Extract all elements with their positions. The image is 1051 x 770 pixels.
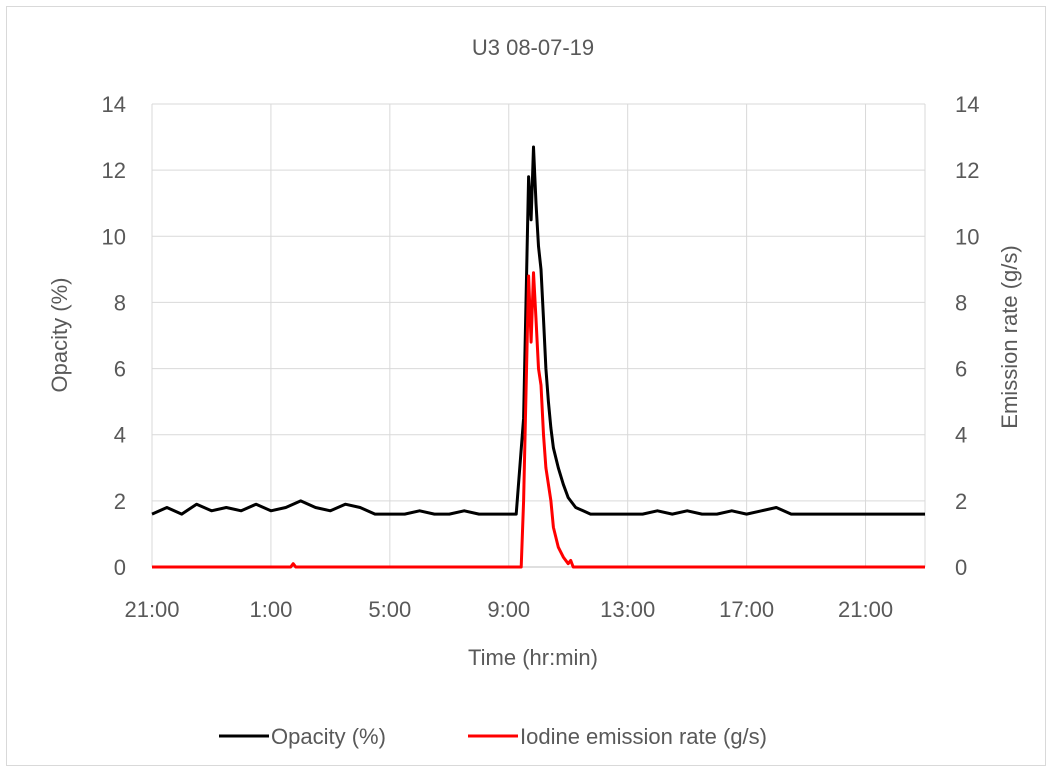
x-tick-label: 17:00	[719, 597, 774, 622]
x-axis-ticks: 21:00 1:00 5:00 9:00 13:00 17:00 21:00	[124, 597, 893, 622]
gridlines	[151, 103, 926, 568]
y-tick-label: 10	[102, 224, 126, 249]
legend-label-iodine: Iodine emission rate (g/s)	[520, 724, 767, 749]
left-axis-ticks: 0 2 4 6 8 10 12 14	[102, 92, 126, 580]
legend: Opacity (%) Iodine emission rate (g/s)	[219, 724, 767, 749]
y-tick-label: 14	[102, 92, 126, 117]
y2-axis-title: Emission rate (g/s)	[997, 245, 1022, 428]
chart-svg: 0 2 4 6 8 10 12 14 0 2 4 6 8 10 12 14 21:00 1:00 5:00 9:0…	[47, 35, 1022, 749]
y2-tick-label: 2	[955, 489, 967, 514]
x-axis-title: Time (hr:min)	[468, 645, 598, 670]
y2-tick-label: 10	[955, 224, 979, 249]
x-tick-label: 1:00	[250, 597, 293, 622]
y-tick-label: 4	[114, 423, 126, 448]
x-tick-label: 5:00	[368, 597, 411, 622]
right-axis-ticks: 0 2 4 6 8 10 12 14	[955, 92, 979, 580]
x-tick-label: 9:00	[487, 597, 530, 622]
chart-frame: 0 2 4 6 8 10 12 14 0 2 4 6 8 10 12 14 21:00 1:00 5:00 9:0…	[6, 6, 1046, 766]
y2-tick-label: 8	[955, 290, 967, 315]
y-axis-title: Opacity (%)	[47, 278, 72, 393]
series-line-iodine	[152, 271, 925, 569]
y-tick-label: 12	[102, 158, 126, 183]
y2-tick-label: 4	[955, 423, 967, 448]
x-tick-label: 21:00	[124, 597, 179, 622]
y-tick-label: 6	[114, 357, 126, 382]
y2-tick-label: 12	[955, 158, 979, 183]
x-tick-label: 13:00	[600, 597, 655, 622]
chart-title: U3 08-07-19	[472, 35, 594, 60]
y2-tick-label: 14	[955, 92, 979, 117]
y-tick-label: 8	[114, 290, 126, 315]
y-tick-label: 0	[114, 555, 126, 580]
series-layer	[151, 145, 925, 569]
y2-tick-label: 0	[955, 555, 967, 580]
legend-label-opacity: Opacity (%)	[271, 724, 386, 749]
y2-tick-label: 6	[955, 357, 967, 382]
x-tick-label: 21:00	[838, 597, 893, 622]
y-tick-label: 2	[114, 489, 126, 514]
series-line-opacity	[151, 145, 925, 516]
